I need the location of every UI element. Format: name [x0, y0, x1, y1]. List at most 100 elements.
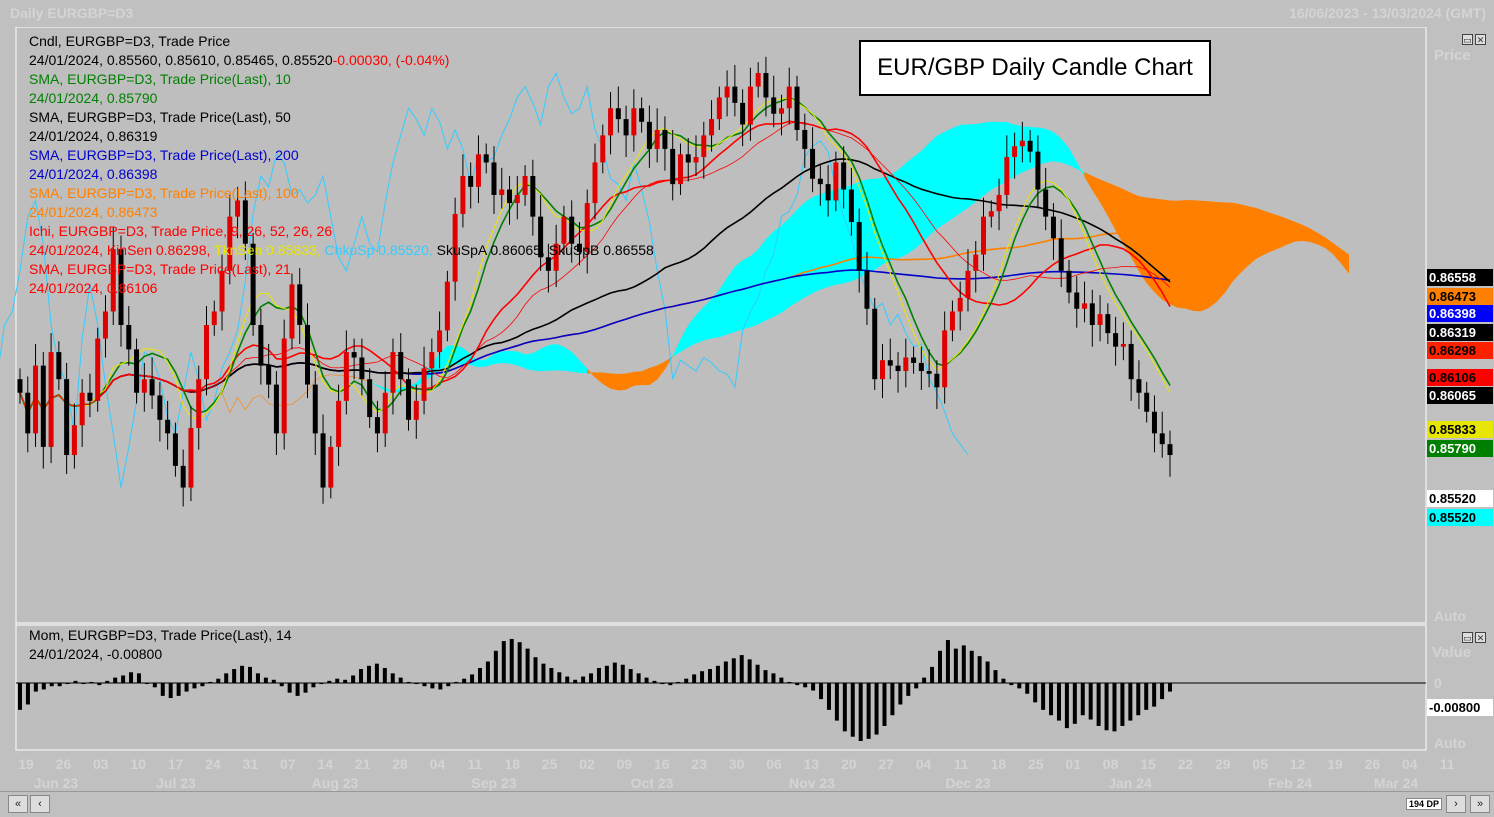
x-tick-label: 26 [56, 756, 72, 772]
restore-icon[interactable]: ▭ [1462, 632, 1473, 643]
candle-body [359, 357, 365, 380]
candle-body [1035, 151, 1041, 190]
momentum-bar [1049, 683, 1054, 716]
value-axis-label: Value [1432, 644, 1471, 661]
momentum-bar [57, 683, 62, 687]
momentum-bar [842, 683, 847, 732]
candle-body [918, 362, 924, 372]
candle-body [413, 400, 419, 420]
cloud-segment [618, 373, 627, 391]
candle-body [382, 392, 388, 434]
momentum-bar [97, 683, 102, 686]
scroll-far-left-icon[interactable]: « [8, 795, 28, 813]
momentum-bar [1144, 683, 1149, 710]
cloud-segment [1340, 248, 1350, 274]
candle-body [1097, 314, 1103, 325]
momentum-bar [105, 680, 110, 683]
momentum-bar [620, 664, 625, 683]
horizontal-scrollbar[interactable]: « ‹ 194 DP › » [0, 791, 1494, 816]
scroll-left-icon[interactable]: ‹ [30, 795, 50, 813]
legend-line: Ichi, EURGBP=D3, Trade Price, 9, 26, 52,… [29, 222, 332, 241]
candle-body [134, 349, 140, 393]
candle-body [374, 417, 380, 434]
momentum-bar [644, 677, 649, 683]
momentum-bar [890, 683, 895, 716]
cloud-segment [742, 255, 751, 330]
x-month-label: Mar 24 [1374, 775, 1419, 791]
legend-text: 24/01/2024, 0.85560, 0.85610, 0.85465, 0… [29, 52, 333, 68]
x-tick-label: 08 [1103, 756, 1119, 772]
legend-text: 24/01/2024, 0.86106 [29, 280, 158, 296]
momentum-bar [589, 673, 594, 683]
candle-body [670, 148, 676, 185]
value-auto-label[interactable]: Auto [1434, 735, 1466, 751]
cloud-segment [882, 174, 891, 265]
candle-body [584, 203, 590, 252]
legend-text: SMA, EURGBP=D3, Trade Price(Last), 100 [29, 185, 299, 201]
x-month-label: Dec 23 [945, 775, 990, 791]
momentum-bar [779, 677, 784, 683]
price-label: 0.86558 [1427, 269, 1493, 286]
candle-body [965, 270, 971, 298]
legend-text: SMA, EURGBP=D3, Trade Price(Last), 21 [29, 261, 291, 277]
candle-body [639, 108, 645, 122]
legend-text: SMA, EURGBP=D3, Trade Price(Last), 200 [29, 147, 299, 163]
momentum-bar [819, 683, 824, 700]
cloud-segment [1208, 201, 1217, 309]
momentum-bar [811, 683, 816, 691]
momentum-bar [311, 683, 316, 688]
momentum-bar [668, 683, 673, 686]
momentum-bar [660, 683, 665, 685]
momentum-bar [33, 683, 38, 692]
momentum-bar [279, 683, 284, 687]
x-month-label: Jun 23 [34, 775, 79, 791]
momentum-bar [113, 677, 118, 683]
momentum-bar [731, 658, 736, 683]
cloud-segment [757, 238, 767, 325]
restore-icon[interactable]: ▭ [1462, 34, 1473, 45]
candle-body [1089, 303, 1095, 325]
scroll-far-right-icon[interactable]: » [1470, 795, 1490, 813]
cloud-segment [641, 367, 650, 386]
candle-body [79, 392, 85, 426]
candle-body [56, 352, 62, 380]
cloud-segment [936, 131, 945, 230]
cloud-segment [765, 230, 775, 321]
scroll-right-icon[interactable]: › [1446, 795, 1466, 813]
close-icon[interactable]: ✕ [1475, 632, 1486, 643]
value-zero-label: 0 [1434, 675, 1442, 691]
candle-body [1167, 444, 1173, 456]
cloud-segment [1262, 210, 1272, 256]
x-tick-label: 21 [355, 756, 371, 772]
candle-body [1151, 411, 1157, 434]
legend-change: -0.00030, (-0.04%) [332, 52, 450, 68]
momentum-bar [803, 683, 808, 688]
cloud-segment [866, 178, 876, 274]
candle-body [1159, 433, 1165, 445]
cloud-segment [1224, 202, 1233, 295]
x-tick-label: 18 [504, 756, 520, 772]
candle-body [763, 73, 769, 98]
cloud-segment [1286, 218, 1295, 245]
momentum-bar [1104, 683, 1109, 731]
chart-canvas[interactable]: 19 26 03 10 17 24 31 07 14 21 28 04 11 18 25 02 09 16 23 30… [0, 27, 1494, 817]
candle-body [553, 243, 559, 271]
candle-body [685, 154, 691, 163]
close-icon[interactable]: ✕ [1475, 34, 1486, 45]
x-tick-label: 03 [93, 756, 109, 772]
momentum-bar [961, 645, 966, 683]
candle-body [1027, 140, 1033, 152]
candle-body [491, 162, 497, 195]
candle-body [483, 154, 489, 163]
chart-header-range: 16/06/2023 - 13/03/2024 (GMT) [1289, 5, 1486, 21]
momentum-bar [1001, 678, 1006, 683]
cloud-segment [975, 122, 984, 203]
price-auto-label[interactable]: Auto [1434, 608, 1466, 624]
x-tick-label: 15 [1140, 756, 1156, 772]
cloud-segment [1278, 215, 1287, 249]
price-label: 0.85520 [1427, 490, 1493, 507]
candle-body [576, 243, 582, 252]
cloud-segment [1045, 128, 1054, 163]
chart-header: Daily EURGBP=D3 16/06/2023 - 13/03/2024 … [0, 0, 1494, 27]
candle-body [817, 178, 823, 185]
